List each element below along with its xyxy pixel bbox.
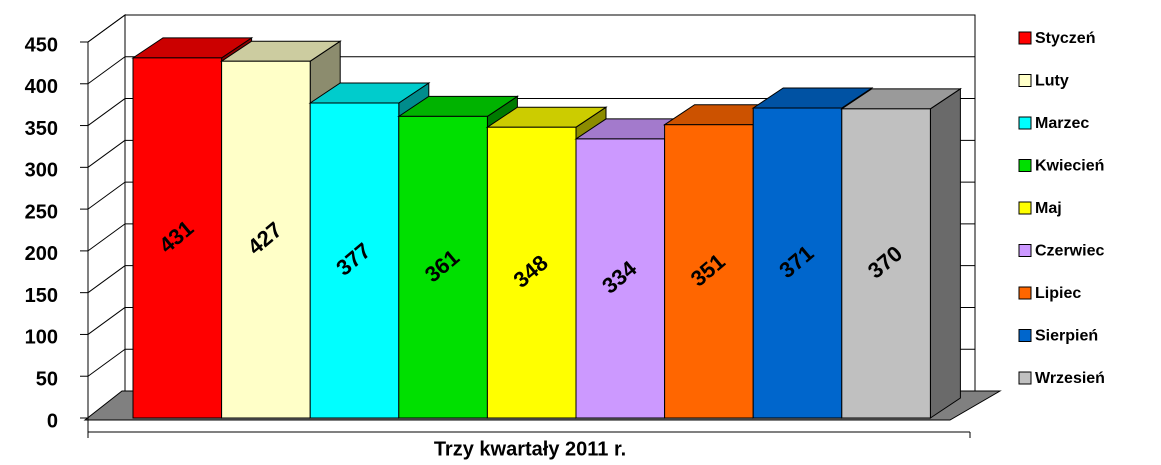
grid-line [87,98,126,126]
bar [841,108,931,419]
y-tick-label: 350 [25,118,58,140]
y-tick-label: 450 [25,34,58,56]
legend-marker [1018,201,1032,215]
grid-line [87,181,126,210]
bar [398,115,488,419]
y-tick-label: 200 [25,243,58,265]
legend-label: Lipiec [1035,285,1081,302]
grid-line [87,348,126,377]
legend-label: Maj [1035,200,1062,217]
bar [132,57,223,419]
legend-label: Wrzesień [1035,370,1105,387]
legend-marker [1018,244,1032,257]
y-tick-label: 0 [47,410,58,432]
bar [486,126,577,419]
bar [752,107,843,419]
x-category-label: Trzy kwartały 2011 r. [434,438,626,460]
y-tick-label: 50 [36,369,58,391]
legend-label: Czerwiec [1035,243,1104,260]
y-tick-label: 100 [25,327,58,349]
grid-line [87,139,126,168]
bar [664,124,754,419]
legend-marker [1018,371,1032,385]
bar [309,102,400,419]
legend-marker [1018,74,1032,87]
bar [221,60,311,419]
legend-marker [1018,116,1032,130]
y-tick-label: 250 [25,201,58,223]
legend-label: Luty [1035,73,1069,90]
legend-marker [1018,286,1032,300]
side-wall [87,14,126,419]
grid-line [87,14,126,43]
legend-marker [1018,159,1032,172]
legend-label: Kwiecień [1035,158,1104,175]
legend-label: Styczeń [1035,30,1095,47]
grid-line [87,307,126,335]
y-tick-label: 300 [25,160,58,182]
legend-label: Marzec [1035,115,1089,132]
legend-marker [1018,31,1032,45]
y-tick-label: 400 [25,76,58,98]
grid-line [87,56,126,85]
grid-line [87,265,126,294]
legend-label: Sierpień [1035,328,1098,345]
legend-marker [1018,329,1032,342]
grid-line [87,223,126,252]
y-tick-label: 150 [25,285,58,307]
bar-side [929,87,961,419]
